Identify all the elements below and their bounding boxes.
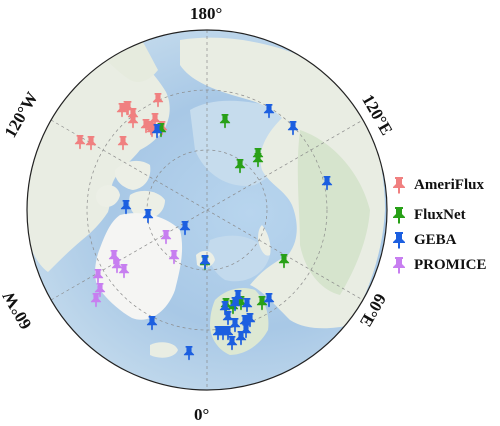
site-marker-geba — [229, 317, 241, 333]
site-marker-geba — [240, 323, 252, 339]
site-marker-ameriflux — [152, 92, 164, 108]
novaya-zemlya — [258, 225, 271, 256]
pin-icon — [393, 257, 405, 274]
site-marker-geba — [241, 297, 253, 313]
site-marker-fluxnet — [227, 299, 239, 315]
site-marker-geba — [219, 300, 231, 316]
site-marker-geba — [244, 312, 256, 328]
site-marker-ameriflux — [122, 100, 134, 116]
site-marker-geba — [263, 103, 275, 119]
legend-label: GEBA — [414, 231, 457, 248]
site-marker-fluxnet — [235, 295, 247, 311]
canadian-islands — [95, 185, 120, 207]
canadian-islands — [114, 160, 151, 190]
site-marker-ameriflux — [140, 118, 152, 134]
site-marker-ameriflux — [149, 112, 161, 128]
site-marker-geba — [222, 310, 234, 326]
site-marker-geba — [232, 289, 244, 305]
site-marker-geba — [229, 296, 241, 312]
site-marker-ameriflux — [117, 135, 129, 151]
site-marker-geba — [151, 123, 163, 139]
site-marker-promice — [160, 229, 172, 245]
site-marker-geba — [263, 292, 275, 308]
site-marker-fluxnet — [256, 295, 268, 311]
iceland — [150, 342, 178, 358]
site-marker-promice — [118, 263, 130, 279]
meridian-line — [50, 119, 364, 301]
longitude-label-180: 180° — [190, 4, 223, 23]
site-marker-geba — [199, 254, 211, 270]
pin-icon — [393, 232, 405, 249]
legend-item-fluxnet: FluxNet — [392, 204, 466, 226]
pin-icon — [393, 177, 405, 194]
barents-shelf — [208, 235, 270, 282]
site-marker-geba — [222, 325, 234, 341]
site-marker-fluxnet — [155, 122, 167, 138]
site-marker-geba — [226, 335, 238, 351]
site-marker-geba — [179, 220, 191, 236]
site-marker-ameriflux — [145, 120, 157, 136]
legend-item-ameriflux: AmeriFlux — [392, 174, 484, 196]
site-marker-geba — [142, 208, 154, 224]
site-marker-geba — [146, 315, 158, 331]
legend-label: PROMICE — [414, 256, 487, 273]
site-marker-fluxnet — [219, 113, 231, 129]
site-marker-geba — [212, 325, 224, 341]
site-marker-fluxnet — [252, 152, 264, 168]
site-marker-geba — [217, 325, 229, 341]
longitude-label-0: 0° — [194, 405, 210, 424]
site-marker-promice — [168, 249, 180, 265]
pin-icon — [393, 207, 405, 224]
greenland — [95, 213, 183, 320]
map-border — [26, 29, 388, 391]
site-marker-fluxnet — [234, 158, 246, 174]
legend-item-promice: PROMICE — [392, 254, 487, 276]
legend-item-geba: GEBA — [392, 229, 457, 251]
site-marker-geba — [183, 345, 195, 361]
legend-label: AmeriFlux — [414, 176, 484, 193]
siberia-vegetation — [297, 130, 370, 295]
legend-label: FluxNet — [414, 206, 466, 223]
site-marker-geba — [287, 120, 299, 136]
site-marker-geba — [235, 330, 247, 346]
site-marker-fluxnet — [278, 253, 290, 269]
site-marker-geba — [120, 199, 132, 215]
site-marker-geba — [321, 175, 333, 191]
